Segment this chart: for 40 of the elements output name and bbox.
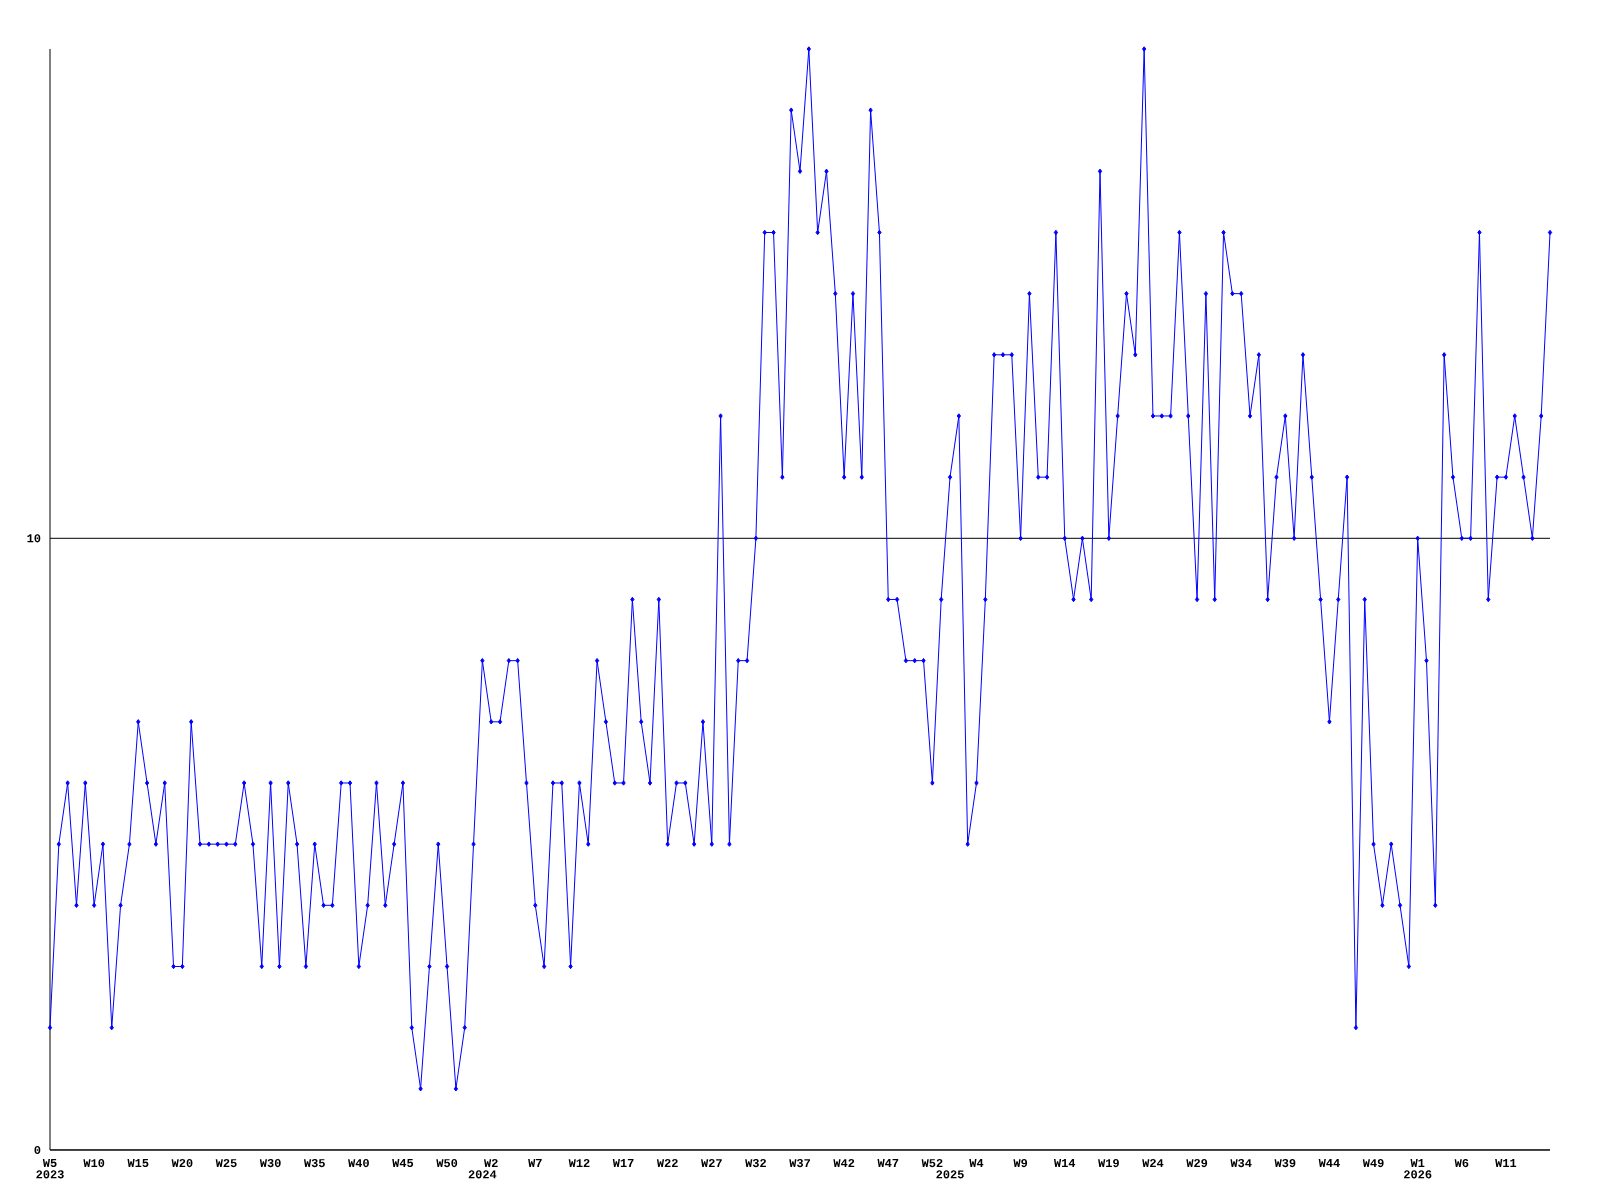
x-tick-label: W34 (1230, 1159, 1252, 1168)
x-tick-label: W25 (215, 1159, 237, 1168)
x-tick-label: W29 (1186, 1159, 1208, 1168)
y-tick-label: 10 (27, 534, 41, 543)
x-tick-label: W45 (392, 1159, 414, 1168)
x-tick-label: W30 (259, 1159, 281, 1168)
x-tick-label: W17 (612, 1159, 634, 1167)
x-tick-label: W10 (83, 1159, 105, 1168)
x-tick-label: W42 (833, 1159, 855, 1168)
x-tick-label: W6 (1454, 1159, 1469, 1168)
x-tick-label: W39 (1274, 1159, 1296, 1168)
x-tick-label: W5 (42, 1159, 57, 1168)
x-tick-label: W24 (1142, 1159, 1164, 1168)
x-tick-label: W50 (436, 1159, 458, 1168)
x-tick-label: W47 (877, 1159, 899, 1167)
x-tick-label: W4 (969, 1159, 984, 1167)
x-tick-label: W7 (528, 1159, 542, 1167)
text: 2023 (36, 1170, 64, 1179)
text: 2025 (936, 1170, 964, 1179)
x-tick-label: W49 (1362, 1159, 1384, 1168)
text: 2026 (1404, 1170, 1432, 1179)
x-tick-label: W52 (921, 1159, 943, 1168)
x-tick-label: W9 (1013, 1159, 1028, 1168)
x-tick-label: W27 (701, 1159, 722, 1168)
x-tick-label: W37 (789, 1159, 810, 1168)
x-tick-label: W22 (656, 1159, 678, 1168)
x-tick-label: W40 (348, 1159, 369, 1168)
x-tick-label: W14 (1053, 1159, 1076, 1167)
x-tick-label: W32 (745, 1159, 766, 1168)
x-tick-label: W11 (1495, 1159, 1517, 1167)
x-tick-label: W19 (1098, 1159, 1119, 1168)
x-tick-label: W20 (171, 1159, 193, 1168)
x-tick-label: W1 (1410, 1159, 1425, 1167)
y-tick-label: 0 (34, 1145, 41, 1155)
x-tick-label: W35 (303, 1159, 325, 1168)
text: 2024 (468, 1170, 497, 1179)
x-tick-label: W15 (127, 1159, 149, 1168)
x-tick-label: W12 (568, 1159, 590, 1168)
x-tick-label: W2 (484, 1159, 498, 1168)
x-tick-label: W44 (1318, 1159, 1340, 1167)
